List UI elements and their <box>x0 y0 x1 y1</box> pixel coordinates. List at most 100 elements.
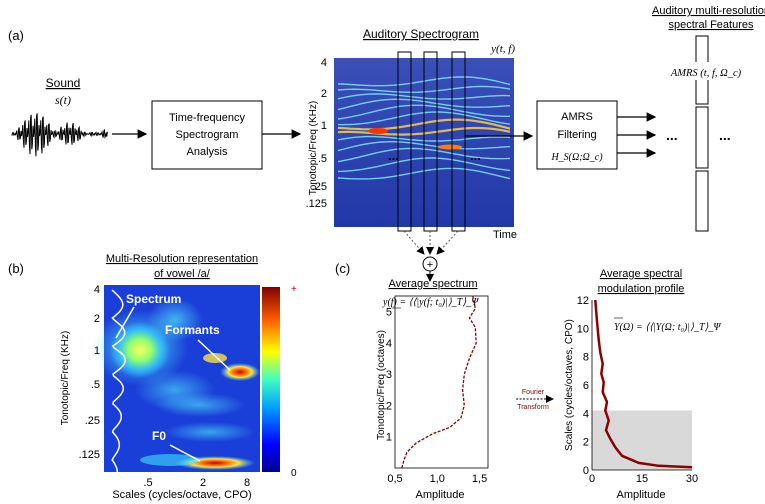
multires-ytick-label: .25 <box>85 415 100 427</box>
dashed-arrow-1 <box>403 230 425 255</box>
multires-xlabel: Scales (cycles/octave, CPO) <box>112 489 251 501</box>
modulation-title-line1: Average spectral <box>600 268 682 280</box>
multires-ytick-label: 1 <box>94 345 100 357</box>
spectrogram-dots-right: ... <box>470 148 481 163</box>
multires-ytick-label: 2 <box>94 313 100 325</box>
modulation-xtick-label: 0 <box>589 473 595 485</box>
annotation-spectrum: Spectrum <box>126 292 181 306</box>
amrs-box-line1: AMRS <box>561 111 593 123</box>
fourier-label-line2: Transform <box>517 404 549 411</box>
tf-analysis-box <box>151 100 263 170</box>
multires-xticks: .5 2 8 <box>143 477 250 489</box>
spectrogram-ytick-label: 2 <box>321 88 327 100</box>
annotation-formants: Formants <box>165 323 220 337</box>
annotation-f0: F0 <box>152 429 166 443</box>
avg-spectrum-ytick-label: 3 <box>386 369 392 381</box>
multires-ytick-label: .5 <box>91 379 100 391</box>
amrs-box-line3: H_S(Ω;Ω_c) <box>550 152 603 163</box>
multires-spectrum-curve <box>111 289 127 473</box>
annotation-formants-pointer <box>197 339 231 371</box>
tf-box-line2: Spectrogram <box>176 129 239 141</box>
tf-box-line1: Time-frequency <box>169 112 246 124</box>
avg-spectrum-curve <box>401 295 477 469</box>
avg-spectrum-ytick-label: 2 <box>386 400 392 412</box>
modulation-ylabel: Scales (cycles/octaves, CPO) <box>564 319 575 451</box>
colorbar-bottom-label: 0 <box>291 468 297 479</box>
features-dots-left: ... <box>666 127 678 143</box>
colorbar <box>262 287 280 472</box>
modulation-title-line2: modulation profile <box>598 283 685 295</box>
fourier-label-line1: Fourier <box>522 389 545 396</box>
sound-symbol: s(t) <box>55 93 71 107</box>
feature-slab-3 <box>695 170 709 232</box>
panel-label-b: (b) <box>8 261 24 276</box>
multires-ylabel: Tonotopic/Freq (KHz) <box>60 331 71 425</box>
sound-title: Sound <box>46 76 81 90</box>
avg-spectrum-xtick-label: 0,5 <box>387 473 402 485</box>
modulation-ytick-label: 6 <box>583 380 589 392</box>
sound-waveform <box>11 113 108 157</box>
modulation-shaded-region <box>592 410 692 470</box>
multires-xtick-label: .5 <box>143 477 152 489</box>
modulation-ytick-label: 12 <box>577 295 589 307</box>
spectrogram-symbol: y(t, f) <box>490 43 515 55</box>
features-symbol: AMRS (t, f, Ω_c) <box>670 68 742 79</box>
dashed-arrow-3 <box>436 230 459 255</box>
spectrogram-ytick-label: .125 <box>306 198 327 210</box>
avg-spectrum-xlabel: Amplitude <box>416 489 465 501</box>
features-title-line1: Auditory multi-resolution <box>652 5 765 17</box>
spectrogram-hotspot <box>438 144 462 150</box>
modulation-ytick-label: 10 <box>577 323 589 335</box>
avg-spectrum-formula: y(f) = ⟨⟨|y(f; t₀)|⟩_T⟩_Ψ <box>382 297 479 308</box>
spectrogram-dots-left: ... <box>388 148 399 163</box>
spectrogram-title: Auditory Spectrogram <box>363 27 479 41</box>
spectrogram-xlabel: Time <box>493 229 517 241</box>
spectrogram-ytick-label: 1 <box>321 120 327 132</box>
modulation-axes: 0 2 4 6 8 10 12 0 15 30 <box>577 295 698 485</box>
panel-label-a: (a) <box>8 28 24 43</box>
spectrogram-yticks: 4 2 1 .5 .25 .125 <box>306 57 327 210</box>
features-dots-right: ... <box>719 127 731 143</box>
annotation-spectrum-pointer <box>115 306 135 339</box>
avg-spectrum-xtick-label: 1,0 <box>430 473 445 485</box>
colorbar-top-label: + <box>291 284 297 295</box>
features-title-line2: spectral Features <box>669 19 754 31</box>
avg-spectrum-title: Average spectrum <box>388 278 477 290</box>
spectrogram-hotspot <box>368 128 388 134</box>
amrs-filter-box <box>536 100 618 170</box>
amrs-box-line2: Filtering <box>557 129 596 141</box>
sum-symbol: + <box>427 259 433 271</box>
multires-title-line2: of vowel /a/ <box>154 268 211 280</box>
modulation-xtick-label: 15 <box>636 473 648 485</box>
panel-label-c: (c) <box>335 261 350 276</box>
avg-spectrum-ytick-label: 5 <box>386 307 392 319</box>
multires-yticks: 4 2 1 .5 .25 .125 <box>79 284 100 461</box>
avg-spectrum-xtick-label: 1,5 <box>472 473 487 485</box>
tf-box-line3: Analysis <box>187 146 228 158</box>
modulation-ytick-label: 4 <box>583 408 589 420</box>
time-slice-frame-3 <box>451 51 466 232</box>
avg-spectrum-axes: 0,5 1,0 1,5 1 2 3 4 5 <box>386 295 489 485</box>
multires-ytick-label: .125 <box>79 449 100 461</box>
modulation-curve <box>594 299 693 469</box>
modulation-ytick-label: 2 <box>583 437 589 449</box>
modulation-ytick-label: 0 <box>583 465 589 477</box>
features-label-bg <box>664 62 752 80</box>
spectrogram-ylabel: Tonotopic/Freq (KHz) <box>308 101 319 195</box>
multires-xtick-label: 2 <box>200 477 206 489</box>
modulation-xlabel: Amplitude <box>617 489 666 501</box>
annotation-f0-pointer <box>169 444 201 462</box>
feature-slab-2 <box>695 106 709 169</box>
multires-xtick-label: 8 <box>244 477 250 489</box>
avg-spectrum-ylabel: Tonotopic/Freq (octaves) <box>376 330 387 440</box>
modulation-ytick-label: 8 <box>583 352 589 364</box>
avg-spectrum-ytick-label: 4 <box>386 338 392 350</box>
multires-title-line1: Multi-Resolution representation <box>106 253 258 265</box>
avg-spectrum-frame <box>394 295 489 469</box>
spectrogram-ytick-label: 4 <box>321 57 327 69</box>
spectrogram-ytick-label: .25 <box>312 181 327 193</box>
multires-heatmap-blobs <box>92 298 260 470</box>
spectrogram-ytick-label: .5 <box>318 153 327 165</box>
modulation-xtick-label: 30 <box>686 473 698 485</box>
